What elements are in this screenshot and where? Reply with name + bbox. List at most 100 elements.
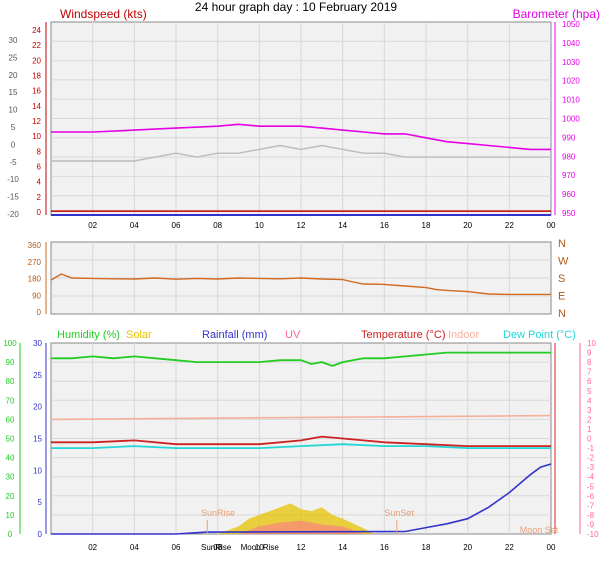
temperature-tick: 8 [587, 358, 592, 367]
x-tick-label: 10 [255, 543, 264, 552]
compass-tick: N [558, 308, 566, 320]
direction-tick: 90 [32, 291, 41, 300]
dew-point-line [51, 443, 551, 450]
panel-multi-sensor: Humidity (%) Solar Rainfall (mm) UV Temperat… [3, 329, 599, 552]
panel1-x-axis: 02 04 06 08 10 12 14 16 18 20 22 00 [88, 221, 556, 230]
humidity-tick: 30 [6, 473, 15, 482]
x-tick-label: 02 [88, 221, 97, 230]
panel1-right-axis: 1050 1040 1030 1020 1010 1000 990 980 970 960 950 [554, 20, 580, 218]
temperature-tick: -7 [587, 501, 595, 510]
rainfall-line [51, 463, 552, 535]
temperature-tick: -2 [587, 454, 595, 463]
compass-tick: N [558, 238, 566, 250]
temperature-tick: 0 [587, 435, 592, 444]
humidity-tick: 40 [6, 454, 15, 463]
temperature-tick: 10 [587, 339, 596, 348]
panel3-annotations: SunRise SunSet Moon Set [201, 508, 559, 535]
windspeed-tick: 20 [32, 56, 41, 65]
panel1-grid [51, 22, 551, 215]
outer-left-tick: -10 [7, 175, 19, 184]
barometer-tick: 1020 [562, 77, 580, 86]
legend-item: UV [285, 329, 301, 341]
humidity-tick: 10 [6, 511, 15, 520]
outer-left-tick: -5 [9, 158, 17, 167]
rainfall-tick: 20 [33, 403, 42, 412]
panel3-x-axis: 02 04 06 08 10 12 14 16 18 20 22 00 SunRise Moon Rise [88, 543, 556, 552]
panel-wind-baro: Windspeed (kts) Barometer (hpa) 30252015… [7, 7, 600, 230]
windspeed-tick: 24 [32, 26, 41, 35]
x-tick-label: 00 [547, 221, 556, 230]
outer-left-tick: 20 [9, 71, 18, 80]
legend-item: Temperature (°C) [361, 329, 445, 341]
x-tick-label: 00 [547, 543, 556, 552]
windspeed-tick: 2 [37, 193, 42, 202]
temperature-tick: 1 [587, 425, 592, 434]
x-tick-label: 14 [338, 543, 347, 552]
outer-left-tick: 0 [11, 140, 16, 149]
x-tick-label: 02 [88, 543, 97, 552]
x-tick-label: 16 [380, 221, 389, 230]
temperature-tick: 2 [587, 415, 592, 424]
x-sunrise-label: SunRise [201, 543, 232, 552]
rainfall-tick: 30 [33, 339, 42, 348]
windspeed-tick: 4 [37, 178, 42, 187]
x-tick-label: 08 [213, 543, 222, 552]
x-tick-label: 16 [380, 543, 389, 552]
panel1-outer-left-axis: 30 25 20 15 10 5 0 -5 -10 -15 -20 [7, 36, 19, 219]
panel1-series [51, 123, 551, 216]
outer-left-tick: 25 [9, 53, 18, 62]
barometer-tick: 950 [562, 209, 576, 218]
temperature-tick: -1 [587, 444, 595, 453]
direction-tick: 270 [28, 258, 42, 267]
temperature-tick: 4 [587, 396, 592, 405]
barometer-tick: 970 [562, 171, 576, 180]
moonset-label: Moon Set [520, 525, 559, 535]
rainfall-tick: 15 [33, 435, 42, 444]
windspeed-axis-title: Windspeed (kts) [60, 7, 147, 21]
indoor-line [50, 414, 552, 421]
panel2-left-axis: 360 270 180 90 0 [28, 241, 47, 317]
barometer-tick: 960 [562, 190, 576, 199]
x-tick-label: 18 [422, 543, 431, 552]
legend-item: Indoor [448, 329, 480, 341]
x-tick-label: 20 [463, 543, 472, 552]
x-tick-label: 20 [463, 221, 472, 230]
x-tick-label: 10 [255, 221, 264, 230]
windspeed-tick: 22 [32, 41, 41, 50]
windspeed-tick: 14 [32, 102, 41, 111]
outer-left-tick: 30 [9, 36, 18, 45]
rainfall-tick: 0 [38, 530, 43, 539]
temperature-tick: -10 [587, 530, 599, 539]
temperature-tick: 6 [587, 377, 592, 386]
outer-left-tick: -15 [7, 193, 19, 202]
panel3-series [50, 351, 552, 535]
outer-left-tick: 15 [9, 88, 18, 97]
humidity-tick: 0 [8, 530, 13, 539]
x-tick-label: 08 [213, 221, 222, 230]
legend-item: Rainfall (mm) [202, 329, 267, 341]
humidity-tick: 70 [6, 396, 15, 405]
graph-title: 24 hour graph day : 10 February 2019 [195, 0, 397, 14]
x-tick-label: 12 [297, 221, 306, 230]
barometer-tick: 990 [562, 133, 576, 142]
outer-left-tick: 10 [9, 106, 18, 115]
windspeed-tick: 0 [37, 208, 42, 217]
temperature-tick: -6 [587, 492, 595, 501]
humidity-tick: 100 [3, 339, 17, 348]
sunset-label: SunSet [384, 508, 414, 518]
compass-tick: S [558, 273, 565, 285]
temperature-tick: -4 [587, 473, 595, 482]
windspeed-tick: 12 [32, 117, 41, 126]
temperature-tick: -9 [587, 520, 595, 529]
panel2-grid [51, 242, 551, 314]
outer-left-tick: -20 [7, 210, 19, 219]
x-tick-label: 04 [130, 543, 139, 552]
panel3-rain-axis: 30 25 20 15 10 5 0 [33, 339, 47, 539]
barometer-axis-title: Barometer (hpa) [513, 7, 600, 21]
humidity-tick: 80 [6, 377, 15, 386]
rainfall-tick: 25 [33, 371, 42, 380]
